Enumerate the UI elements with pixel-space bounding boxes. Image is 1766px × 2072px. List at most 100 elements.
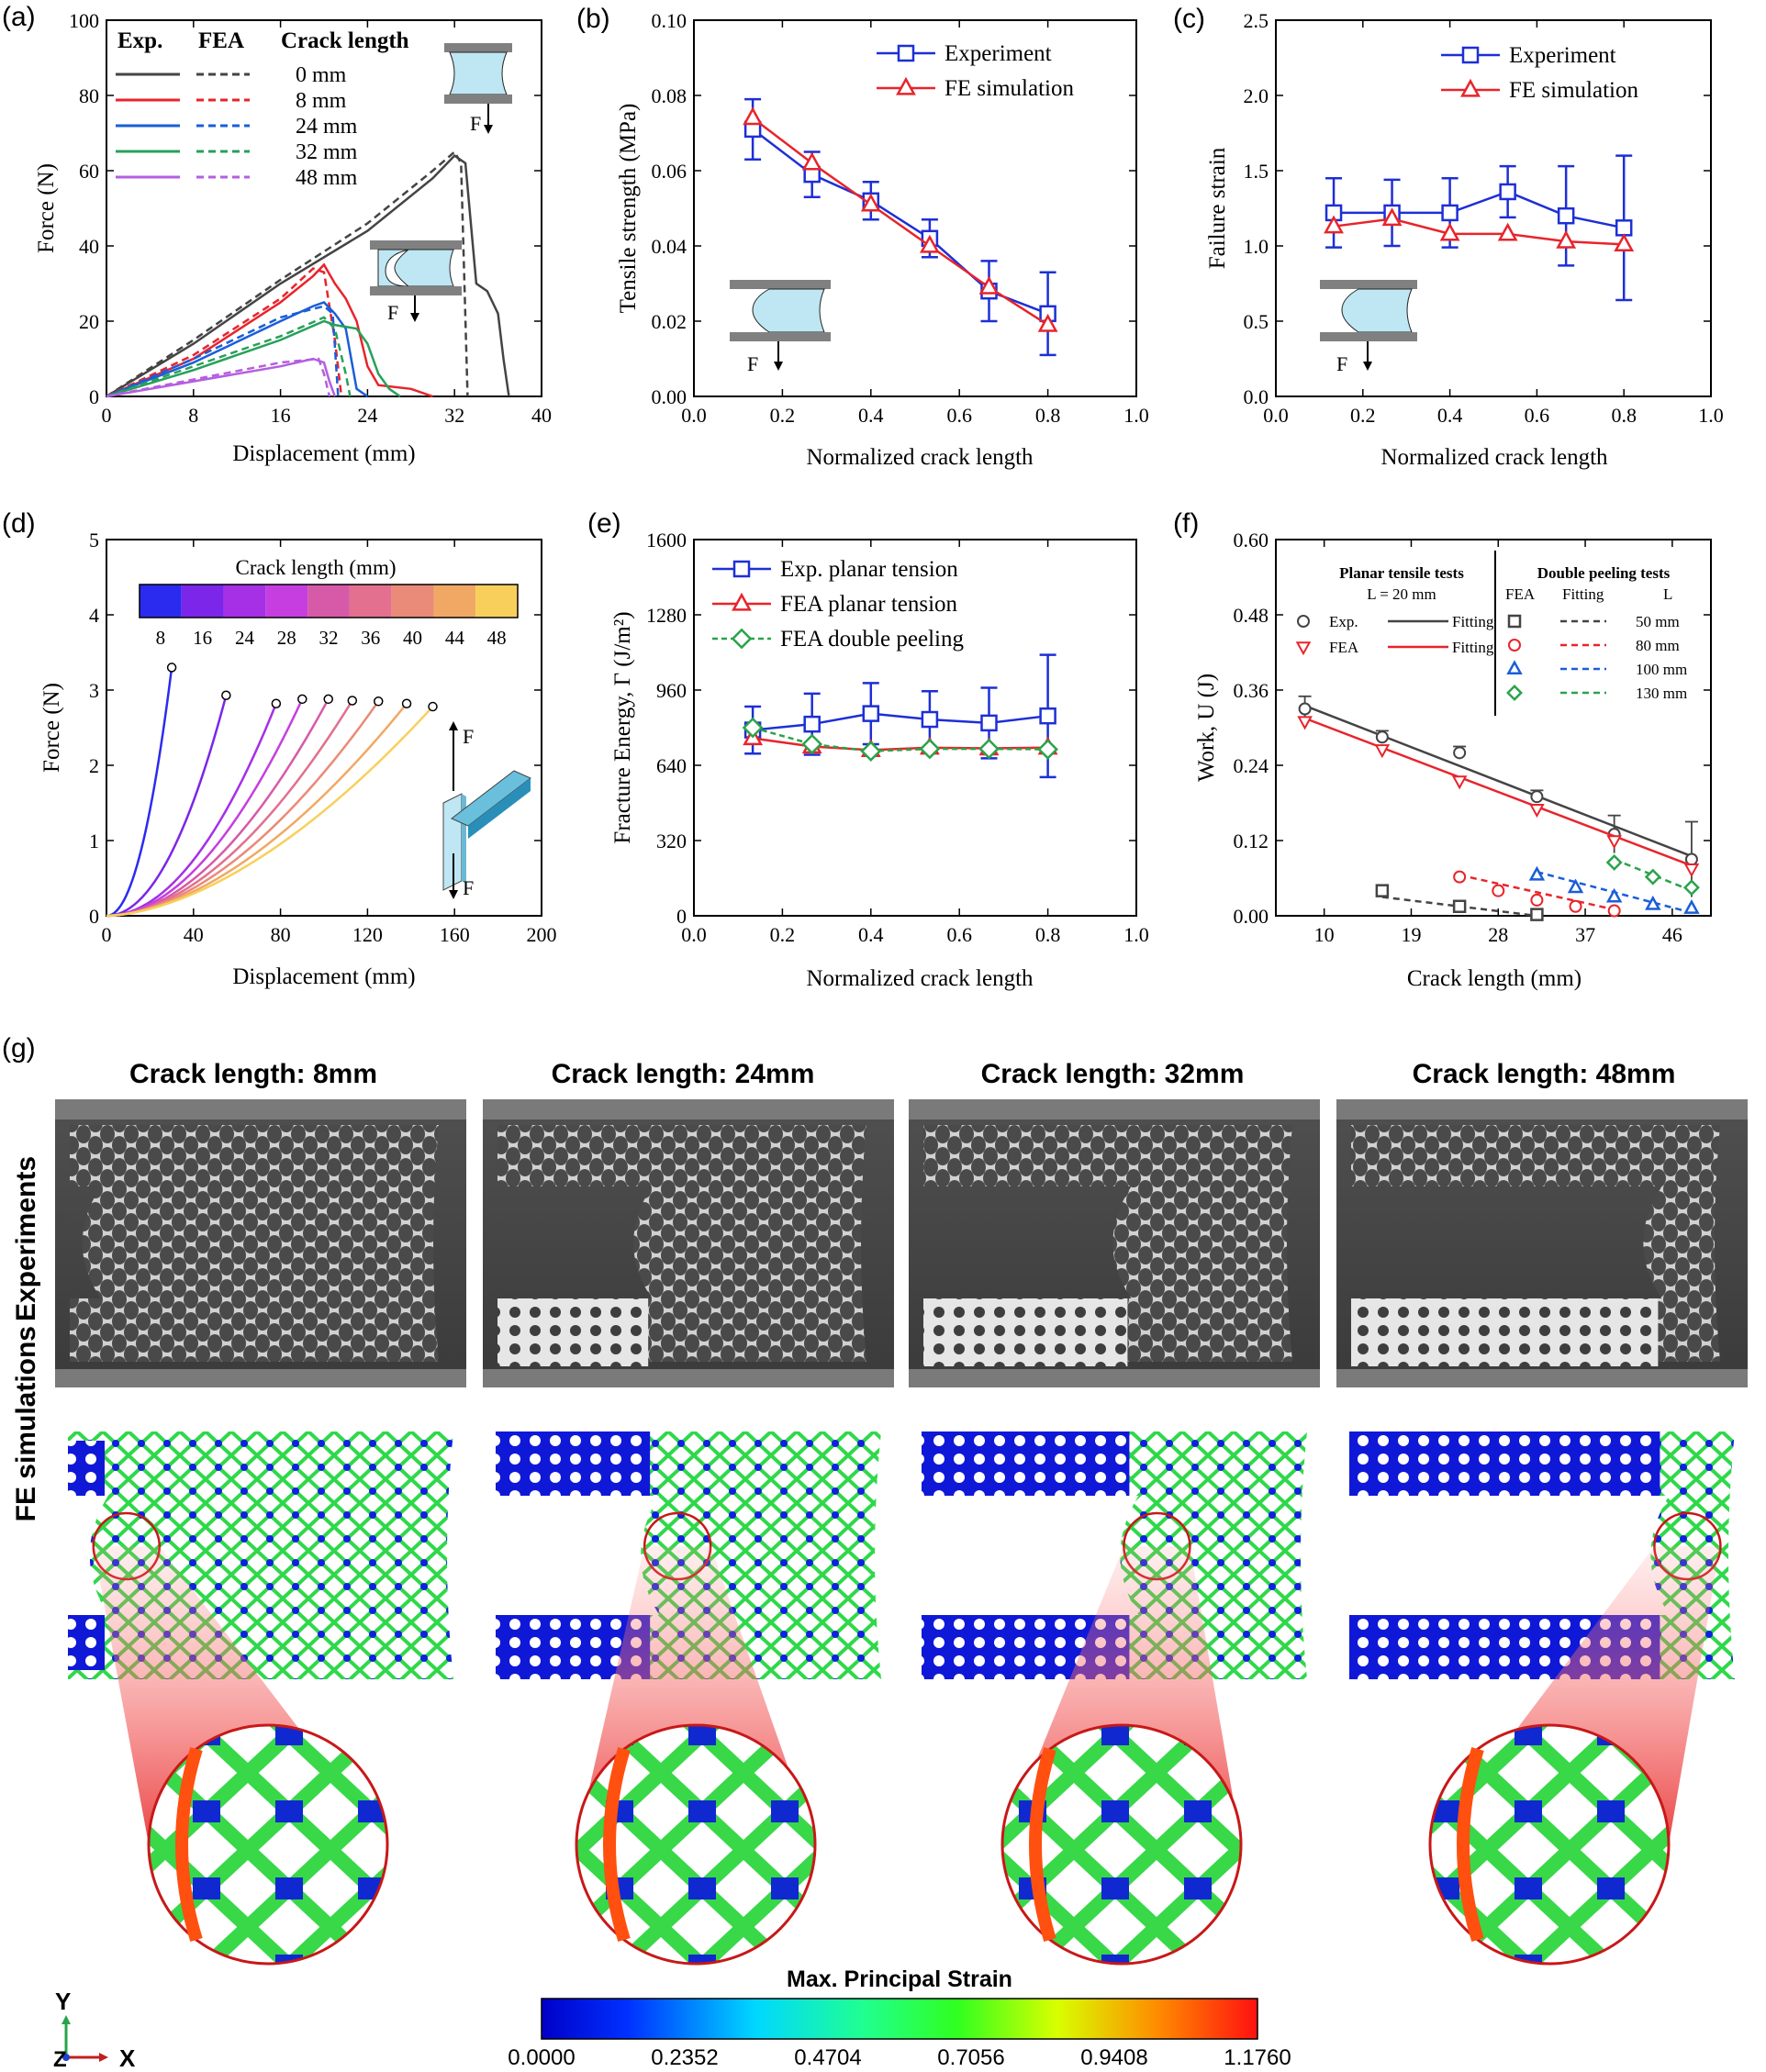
panel-a: (a) 0 8 16 24 32 40 0 20 40 60 80 100 Displacement … <box>2 2 552 466</box>
data-point <box>1607 904 1621 918</box>
x-tick-label: 0.0 <box>1263 404 1289 427</box>
legend-f: Planar tensile tests L = 20 mm Exp. FEA … <box>1295 551 1687 716</box>
data-point <box>1039 707 1056 725</box>
zoom-circle <box>147 1723 389 1966</box>
series-line <box>1333 217 1625 246</box>
data-point <box>1298 702 1312 716</box>
data-point <box>1037 739 1058 760</box>
force-curve-36 <box>106 699 353 918</box>
exp-curve-24mm <box>106 301 369 398</box>
data-point <box>1605 887 1623 903</box>
colorbar-swatch <box>391 585 434 618</box>
legend-label: 24 mm <box>296 115 358 139</box>
data-point <box>1530 893 1544 907</box>
y-tick-label: 0.00 <box>652 385 687 408</box>
legend-marker <box>1295 641 1312 656</box>
data-point <box>1614 233 1635 252</box>
colorbar-label: 24 <box>235 627 255 649</box>
series-e <box>742 653 1058 779</box>
force-label: F <box>747 352 758 375</box>
panel-c: (c) 0.0 0.2 0.4 0.6 0.8 1.0 0.0 0.5 1.0 1.5 2.0 2.5… <box>1173 4 1724 470</box>
axis-ticks-a: 0 8 16 24 32 40 0 20 40 60 80 100 <box>69 9 552 427</box>
clamp-top <box>909 1099 1320 1120</box>
data-point <box>1037 313 1058 332</box>
y-tick-label: 0.06 <box>652 160 687 183</box>
legend-marker <box>1506 660 1523 675</box>
colorbar-swatch <box>140 585 182 618</box>
x-tick-label: 0.8 <box>1611 404 1637 427</box>
y-tick-label: 0.08 <box>652 84 687 107</box>
plot-frame-f <box>1275 539 1712 917</box>
legend-marker <box>732 560 751 578</box>
data-point <box>1497 222 1518 241</box>
data-point <box>1324 215 1344 234</box>
x-tick-label: 0.6 <box>946 923 972 946</box>
force-label: F <box>463 725 474 748</box>
y-tick-label: 0.48 <box>1234 604 1269 627</box>
strain-tick-label: 0.4704 <box>794 2045 861 2070</box>
y-tick-label: 1600 <box>646 529 687 551</box>
plot-frame-c <box>1275 19 1712 397</box>
xlabel-e: Normalized crack length <box>806 966 1034 991</box>
legend-marker <box>731 628 753 650</box>
zoom-circle <box>1000 1723 1243 1966</box>
x-tick-label: 0.2 <box>1350 404 1376 427</box>
data-point <box>1567 878 1584 894</box>
high-strain-ligament <box>1457 1746 1484 1943</box>
fea-curve-48mm <box>106 357 331 398</box>
axis-y-label: Y <box>55 1988 71 2015</box>
fem-undeformed-bottom <box>68 1615 105 1670</box>
colorbar-swatch <box>223 585 266 618</box>
force-label: F <box>387 301 398 324</box>
series-b <box>743 97 1058 357</box>
data-point <box>1375 730 1389 744</box>
exp-curve-0mm <box>106 153 510 398</box>
exp-curve-8mm <box>106 262 433 398</box>
series-f <box>1297 695 1700 921</box>
y-tick-label: 100 <box>69 9 99 32</box>
exp-curve-48mm <box>106 357 337 398</box>
fem-undeformed-top <box>1349 1431 1660 1496</box>
x-tick-label: 160 <box>440 923 470 946</box>
y-tick-label: 0 <box>89 385 99 408</box>
fea-curve-32mm <box>106 316 352 398</box>
legend-f-col-L: L <box>1663 585 1672 603</box>
data-point <box>1606 835 1622 850</box>
y-tick-label: 0.12 <box>1234 830 1269 852</box>
legend-e: Exp. planar tension FEA planar tension FEA… <box>712 557 964 652</box>
x-tick-label: 40 <box>531 404 552 427</box>
force-curve-16 <box>106 695 228 918</box>
legend-marker <box>896 76 916 95</box>
legend-marker <box>1507 614 1522 629</box>
lattice-sample <box>70 1125 439 1362</box>
legend-header-fea: FEA <box>198 28 244 53</box>
row-label-fe: FE simulations <box>11 1326 41 1521</box>
force-label: F <box>1336 352 1347 375</box>
panel-label-g: (g) <box>2 1033 36 1064</box>
fit-line <box>1459 874 1615 911</box>
undeformed-lattice <box>1351 1298 1659 1366</box>
legend-marker <box>732 592 752 611</box>
legend-f-L3: 100 mm <box>1636 661 1687 678</box>
colorbar-swatch <box>265 585 308 618</box>
fit-line <box>1304 717 1693 867</box>
legend-label: FEA planar tension <box>780 592 958 617</box>
data-point <box>1556 229 1577 249</box>
strain-tick-label: 0.2352 <box>651 2045 718 2070</box>
data-point <box>1451 775 1468 790</box>
data-point <box>919 234 940 253</box>
legend-f-double-title: Double peeling tests <box>1537 564 1671 582</box>
axis-x-label: X <box>119 2044 136 2072</box>
data-point <box>1375 884 1390 897</box>
legend-f-planar-title: Planar tensile tests <box>1339 564 1464 582</box>
colorbar-swatch <box>307 585 350 618</box>
y-tick-label: 2 <box>89 754 99 777</box>
force-label: F <box>463 876 474 899</box>
failure-point <box>271 698 282 709</box>
clamp-bottom <box>1336 1369 1748 1387</box>
high-strain-ligament <box>1029 1746 1056 1943</box>
x-tick-label: 0.2 <box>770 923 796 946</box>
x-tick-label: 0.6 <box>946 404 972 427</box>
row-label-experiments: Experiments <box>11 1156 41 1321</box>
